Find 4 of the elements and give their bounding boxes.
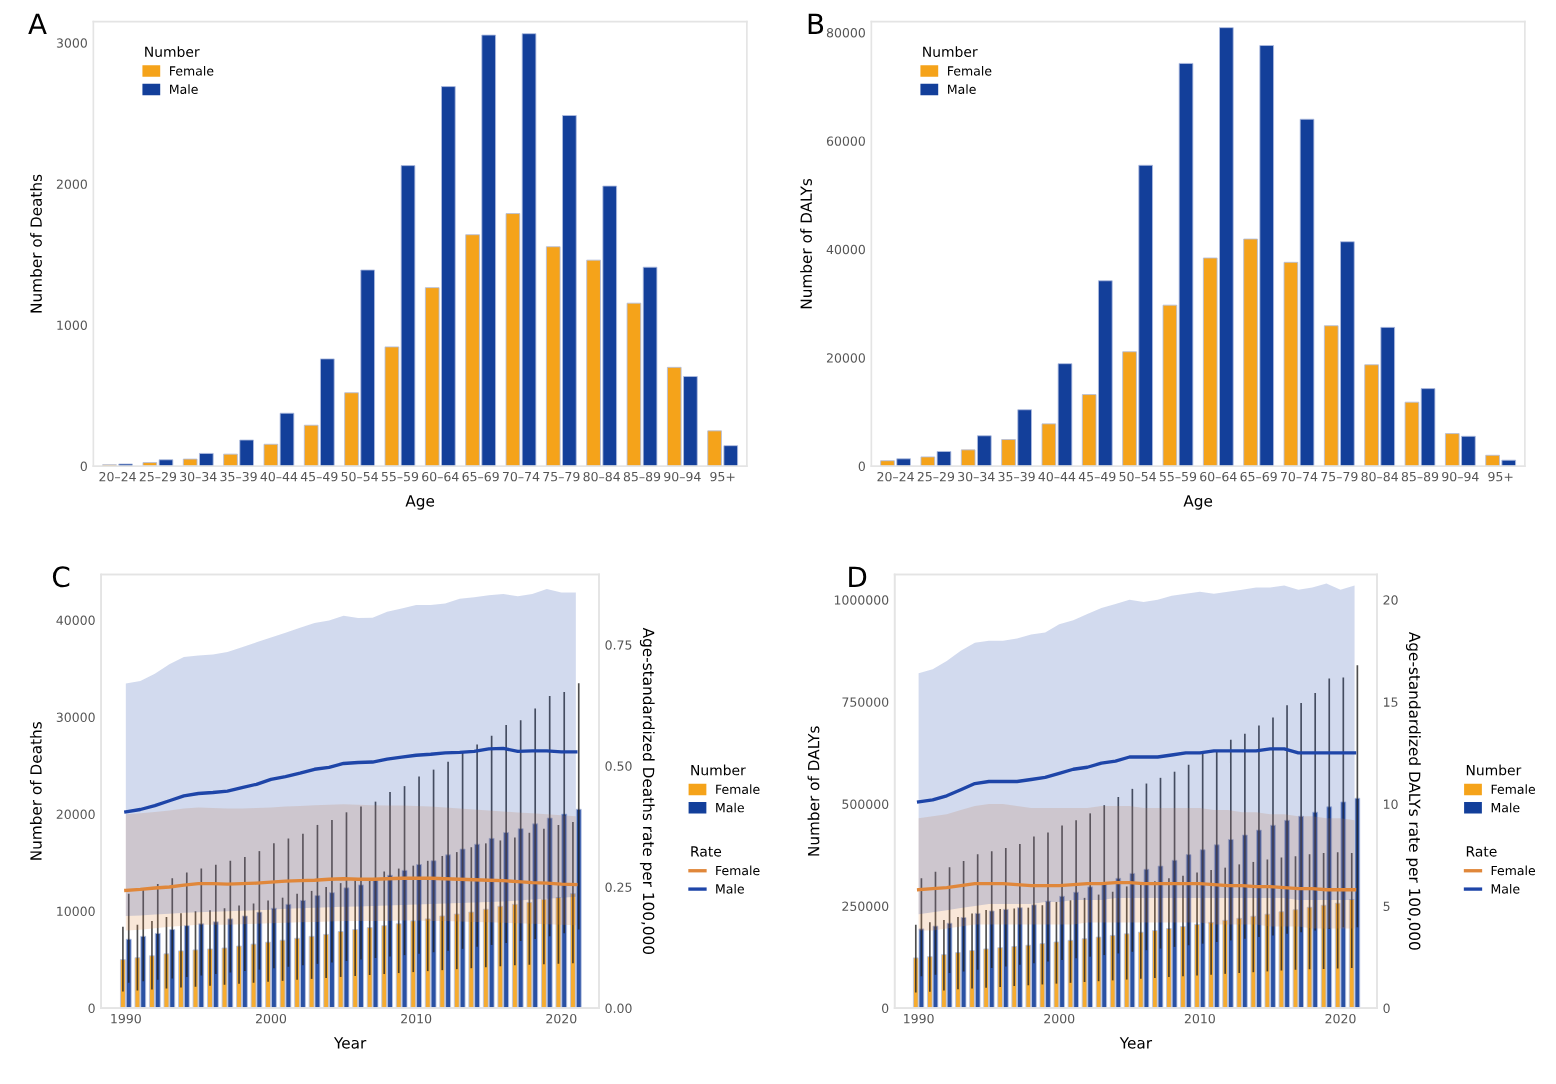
- chart-title: D: [849, 566, 867, 587]
- chart-title: B: [808, 13, 824, 34]
- chart-title: C: [52, 566, 70, 588]
- chart-title: A: [28, 13, 47, 34]
